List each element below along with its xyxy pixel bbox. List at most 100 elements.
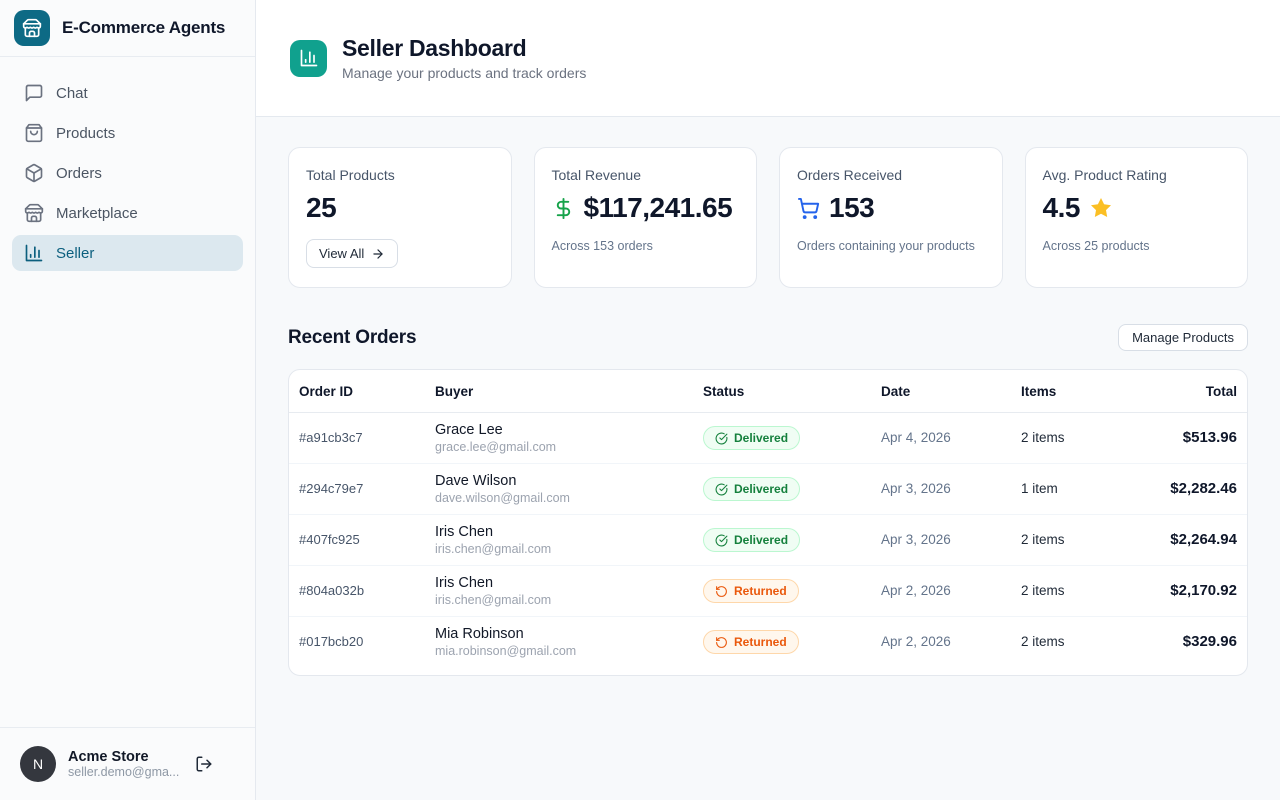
- order-items: 2 items: [1021, 634, 1065, 649]
- logout-icon: [195, 755, 213, 773]
- column-header: Status: [703, 370, 881, 413]
- seller-icon: [24, 243, 44, 263]
- sidebar-item-label: Products: [56, 124, 116, 142]
- stat-card-avg-rating: Avg. Product Rating 4.5 Across 25 produc…: [1024, 147, 1248, 288]
- logout-button[interactable]: [191, 751, 217, 777]
- buyer-name: Grace Lee: [435, 422, 503, 438]
- arrow-right-icon: [371, 247, 385, 261]
- order-date: Apr 2, 2026: [881, 583, 951, 598]
- buyer-name: Dave Wilson: [435, 473, 517, 489]
- orders-received-value: 153: [829, 192, 875, 223]
- stat-subtext: Orders containing your products: [797, 239, 975, 253]
- column-header: Items: [1021, 370, 1131, 413]
- status-label: Delivered: [734, 431, 789, 445]
- column-header: Total: [1131, 370, 1247, 413]
- column-header: Buyer: [435, 370, 703, 413]
- order-date: Apr 3, 2026: [881, 532, 951, 547]
- sidebar-item-products[interactable]: Products: [12, 115, 243, 151]
- page-title: Seller Dashboard: [342, 35, 527, 61]
- order-total: $329.96: [1182, 633, 1237, 650]
- user-email: seller.demo@gma...: [68, 765, 179, 779]
- order-id: #407fc925: [299, 532, 360, 547]
- sidebar-nav: Chat Products Orders Marketplace Seller: [0, 57, 255, 727]
- page-subtitle: Manage your products and track orders: [342, 65, 587, 81]
- buyer-name: Iris Chen: [435, 524, 494, 540]
- buyer-email: dave.wilson@gmail.com: [435, 491, 570, 505]
- page-header: Seller Dashboard Manage your products an…: [256, 0, 1280, 117]
- recent-orders-header: Recent Orders Manage Products: [288, 324, 1248, 351]
- sidebar-item-label: Orders: [56, 164, 102, 182]
- order-id: #017bcb20: [299, 634, 364, 649]
- orders-icon: [24, 163, 44, 183]
- order-id: #a91cb3c7: [299, 430, 363, 445]
- view-all-label: View All: [319, 246, 365, 261]
- section-title: Recent Orders: [288, 326, 417, 348]
- total-products-value: 25: [306, 192, 337, 223]
- sidebar-footer: N Acme Store seller.demo@gma...: [0, 727, 255, 800]
- dollar-icon: [552, 197, 575, 220]
- column-header: Order ID: [289, 370, 435, 413]
- marketplace-icon: [24, 203, 44, 223]
- buyer-name: Mia Robinson: [435, 626, 524, 642]
- buyer-email: mia.robinson@gmail.com: [435, 644, 577, 658]
- order-items: 2 items: [1021, 430, 1065, 445]
- status-badge: Delivered: [703, 477, 801, 501]
- order-total: $2,264.94: [1170, 531, 1237, 548]
- manage-products-button[interactable]: Manage Products: [1118, 324, 1248, 351]
- orders-table-body: #a91cb3c7 Grace Lee grace.lee@gmail.com Del…: [289, 413, 1247, 667]
- chat-icon: [24, 83, 44, 103]
- buyer-email: grace.lee@gmail.com: [435, 440, 557, 454]
- avg-rating-value: 4.5: [1042, 192, 1081, 223]
- status-label: Returned: [734, 584, 787, 598]
- column-header: Date: [881, 370, 1021, 413]
- table-header-row: Order ID Buyer Status Date Items Total: [289, 370, 1247, 413]
- sidebar-item-label: Seller: [56, 244, 95, 262]
- status-label: Returned: [734, 635, 787, 649]
- status-label: Delivered: [734, 482, 789, 496]
- sidebar-header: E-Commerce Agents: [0, 0, 255, 57]
- order-total: $2,282.46: [1170, 480, 1237, 497]
- cart-icon: [797, 197, 820, 220]
- products-icon: [24, 123, 44, 143]
- status-label: Delivered: [734, 533, 789, 547]
- order-items: 2 items: [1021, 583, 1065, 598]
- buyer-email: iris.chen@gmail.com: [435, 542, 552, 556]
- order-id: #804a032b: [299, 583, 365, 598]
- buyer-name: Iris Chen: [435, 575, 494, 591]
- sidebar-item-orders[interactable]: Orders: [12, 155, 243, 191]
- stat-subtext: Across 153 orders: [551, 239, 653, 253]
- status-badge: Delivered: [703, 528, 801, 552]
- orders-table-card: Order ID Buyer Status Date Items Total #a91cb…: [288, 369, 1248, 676]
- stats-grid: Total Products 25 View All Total Revenue…: [288, 147, 1248, 288]
- stat-card-orders-received: Orders Received 153 Orders containing yo…: [779, 147, 1003, 288]
- total-revenue-value: $117,241.65: [583, 192, 733, 223]
- stat-label: Orders Received: [797, 167, 903, 183]
- view-all-button[interactable]: View All: [306, 239, 399, 268]
- buyer-email: iris.chen@gmail.com: [435, 593, 552, 607]
- order-id: #294c79e7: [299, 481, 364, 496]
- sidebar: E-Commerce Agents Chat Products Orders Mark…: [0, 0, 256, 800]
- stat-subtext: Across 25 products: [1042, 239, 1150, 253]
- sidebar-item-marketplace[interactable]: Marketplace: [12, 195, 243, 231]
- order-date: Apr 3, 2026: [881, 481, 951, 496]
- sidebar-item-label: Chat: [56, 84, 88, 102]
- check-circle-icon: [715, 534, 728, 547]
- sidebar-item-seller[interactable]: Seller: [12, 235, 243, 271]
- rotate-ccw-icon: [715, 585, 728, 598]
- table-row: #a91cb3c7 Grace Lee grace.lee@gmail.com Del…: [289, 413, 1247, 464]
- order-total: $513.96: [1182, 429, 1237, 446]
- table-row: #017bcb20 Mia Robinson mia.robinson@gmail.…: [289, 616, 1247, 667]
- status-badge: Delivered: [703, 426, 801, 450]
- orders-table: Order ID Buyer Status Date Items Total #a91cb…: [289, 370, 1247, 667]
- order-items: 2 items: [1021, 532, 1065, 547]
- app-title: E-Commerce Agents: [62, 18, 226, 37]
- stat-card-total-products: Total Products 25 View All: [288, 147, 512, 288]
- content: Total Products 25 View All Total Revenue…: [256, 117, 1280, 800]
- status-badge: Returned: [703, 579, 799, 603]
- bar-chart-icon: [290, 39, 327, 77]
- stat-label: Total Products: [306, 167, 395, 183]
- sidebar-item-chat[interactable]: Chat: [12, 75, 243, 111]
- check-circle-icon: [715, 432, 728, 445]
- order-total: $2,170.92: [1170, 582, 1237, 599]
- stat-label: Total Revenue: [551, 167, 642, 183]
